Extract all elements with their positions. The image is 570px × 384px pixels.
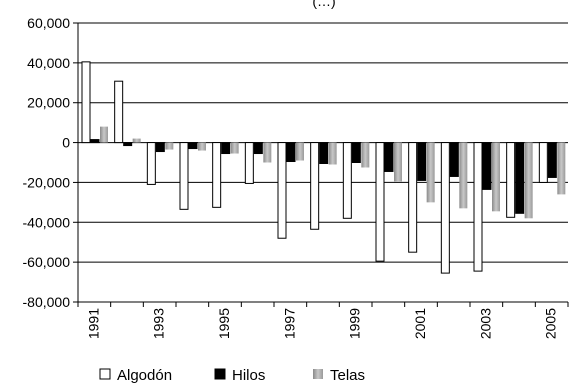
bar-telas — [492, 142, 500, 212]
chart-title: (…) — [312, 0, 335, 9]
bars — [81, 61, 566, 274]
bar-telas — [198, 142, 206, 151]
y-tick-label: -60,000 — [23, 254, 71, 270]
bar-algodon — [473, 142, 483, 272]
bar-telas — [426, 142, 435, 203]
bar-algodon — [440, 142, 450, 274]
y-tick-label: 20,000 — [27, 95, 70, 111]
chart-title-group: (…) — [312, 0, 335, 9]
bar-algodon — [277, 142, 287, 239]
bar-hilos — [221, 142, 231, 155]
bar-algodon — [408, 142, 418, 253]
bar-hilos — [449, 142, 459, 177]
bar-telas — [328, 142, 337, 165]
bar-algodon — [81, 61, 91, 144]
bar-algodon — [179, 142, 189, 210]
bar-telas — [100, 126, 108, 143]
x-axis: 1991 1993 1995 1997 1999 2001 2003 2005 — [77, 302, 569, 339]
x-tick-label: 1993 — [151, 308, 167, 339]
y-tick-label: -20,000 — [23, 174, 71, 190]
bar-telas — [459, 142, 468, 209]
bar-hilos — [90, 139, 100, 144]
legend-label-hilos: Hilos — [232, 367, 265, 384]
bar-hilos — [384, 142, 394, 172]
x-tick-label: 2003 — [477, 308, 493, 339]
x-tick-label: 1999 — [347, 308, 363, 339]
bar-telas — [394, 142, 402, 182]
bar-telas — [296, 142, 304, 161]
bar-algodon — [375, 142, 385, 262]
bar-telas — [361, 142, 370, 168]
bar-algodon — [506, 142, 516, 218]
bar-telas — [263, 142, 272, 163]
y-tick-label: -40,000 — [23, 214, 71, 230]
legend-swatch-algodon — [99, 368, 111, 380]
x-tick-label: 2001 — [412, 308, 428, 339]
legend-label-algodon: Algodón — [117, 367, 172, 384]
bar-algodon — [342, 142, 352, 219]
bar-algodon — [538, 142, 548, 183]
x-tick-label: 1995 — [216, 308, 232, 339]
legend-swatch-telas — [313, 369, 323, 379]
bar-algodon — [244, 142, 254, 184]
y-tick-label: -80,000 — [23, 294, 71, 310]
x-tick-label: 1991 — [85, 308, 101, 339]
legend: Algodón Hilos Telas — [99, 367, 365, 384]
bar-hilos — [515, 142, 525, 214]
bar-hilos — [547, 142, 557, 178]
bar-hilos — [482, 142, 492, 190]
bar-telas — [230, 142, 239, 154]
bar-algodon — [212, 142, 222, 208]
y-tick-label: 60,000 — [27, 15, 70, 31]
bar-telas — [557, 142, 566, 195]
bar-hilos — [155, 142, 165, 153]
x-tick-label: 2005 — [543, 308, 559, 339]
legend-swatch-hilos — [214, 368, 226, 380]
bar-algodon — [114, 80, 124, 144]
bar-hilos — [188, 142, 198, 150]
bar-hilos — [417, 142, 427, 181]
bar-hilos — [253, 142, 263, 155]
bar-hilos — [351, 142, 361, 163]
y-axis: 60,000 40,000 20,000 0 -20,000 -40,000 -60,000… — [23, 15, 79, 310]
bar-telas — [165, 142, 174, 150]
bar-hilos — [319, 142, 329, 164]
legend-label-telas: Telas — [330, 367, 365, 384]
bar-hilos — [123, 142, 133, 147]
bar-algodon — [310, 142, 320, 230]
bar-algodon — [146, 142, 156, 185]
x-tick-label: 1997 — [281, 308, 297, 339]
y-tick-label: 40,000 — [27, 55, 70, 71]
y-tick-label: 0 — [62, 135, 70, 151]
bar-telas — [524, 142, 533, 219]
bar-telas — [132, 138, 141, 143]
bar-hilos — [286, 142, 296, 163]
